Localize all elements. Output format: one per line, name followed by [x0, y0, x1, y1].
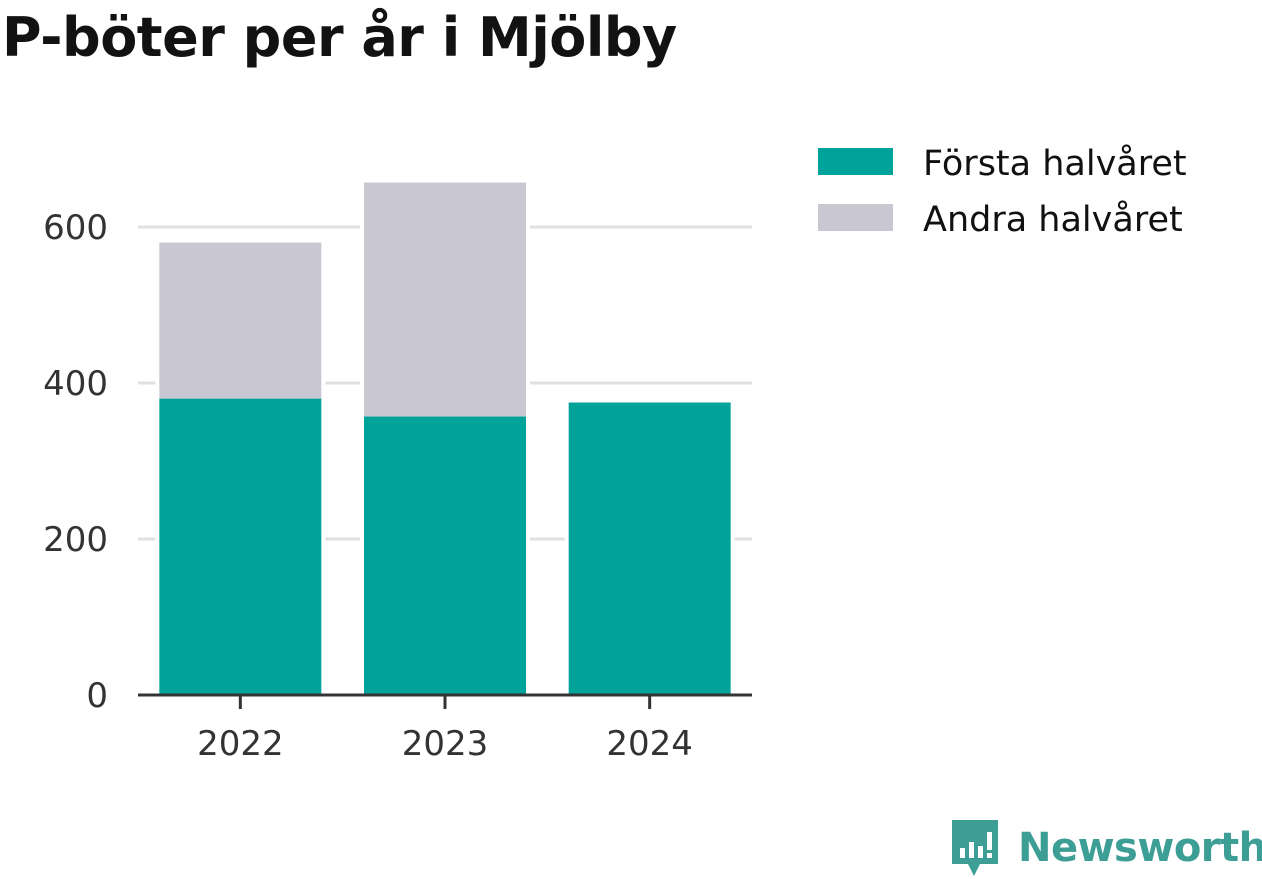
- x-axis: 2022 2023 2024: [138, 693, 752, 764]
- brand-logo: Newsworthy: [950, 818, 1262, 878]
- legend-swatch: [818, 204, 893, 231]
- bar-2023-series-1: [364, 416, 526, 695]
- y-tick-label: 400: [43, 364, 108, 404]
- chart-title: P-böter per år i Mjölby: [2, 6, 677, 69]
- bar-2023-series-2: [364, 182, 526, 417]
- newsworthy-logo-icon: [952, 820, 998, 876]
- x-tick-label: 2022: [197, 724, 284, 764]
- bar-2022-series-1: [159, 398, 322, 695]
- y-tick-label: 600: [43, 208, 108, 248]
- y-axis: 0 200 400 600: [43, 208, 108, 716]
- bar-2024-series-1: [568, 402, 731, 695]
- y-tick-label: 0: [86, 676, 108, 716]
- brand-name: Newsworthy: [1018, 825, 1262, 871]
- legend-label: Första halvåret: [923, 143, 1187, 184]
- legend-label: Andra halvåret: [923, 199, 1183, 240]
- legend: Första halvåret Andra halvåret: [818, 143, 1187, 240]
- x-tick-label: 2024: [606, 724, 693, 764]
- legend-swatch: [818, 148, 893, 175]
- bar-2022-series-2: [159, 242, 322, 399]
- bars: [159, 182, 731, 695]
- y-tick-label: 200: [43, 520, 108, 560]
- x-tick-label: 2023: [402, 724, 489, 764]
